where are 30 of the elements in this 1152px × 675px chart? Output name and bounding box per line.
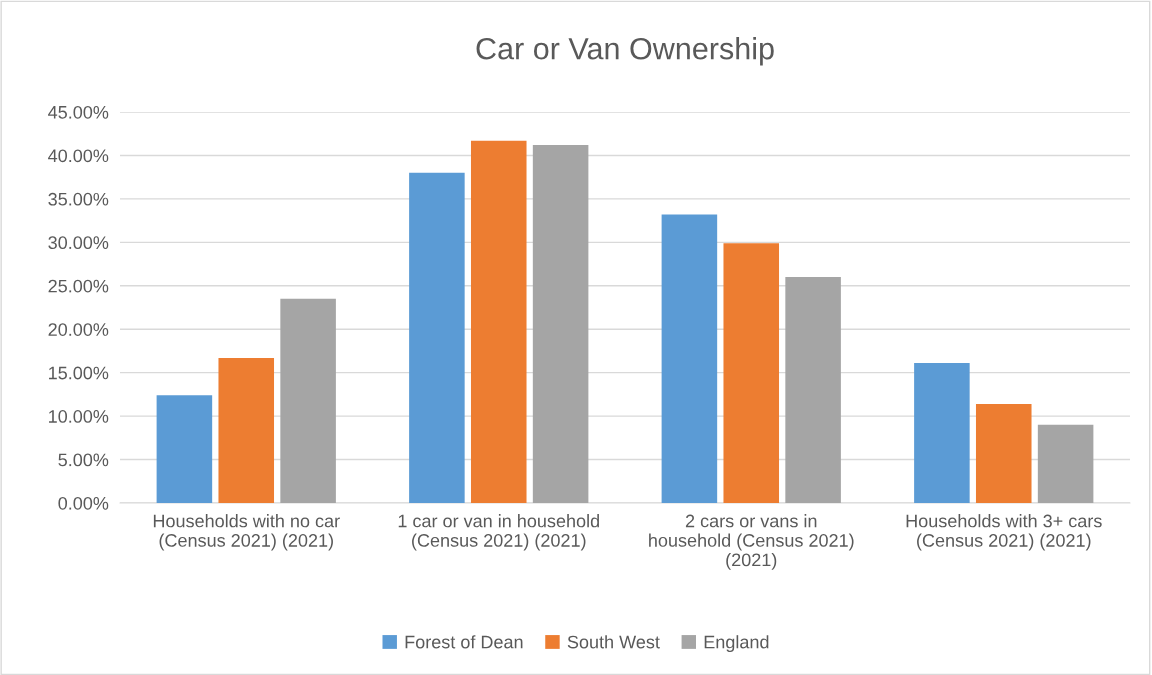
bar	[156, 395, 213, 503]
legend-label: South West	[567, 635, 660, 649]
bar	[280, 298, 336, 503]
y-tick-label: 5.00%	[58, 453, 109, 467]
y-tick-label: 20.00%	[48, 323, 109, 336]
y-tick-label: 10.00%	[49, 410, 109, 423]
legend-label: Forest of Dean	[405, 635, 523, 649]
bar	[218, 357, 275, 503]
bar	[975, 403, 1032, 503]
bar	[470, 140, 527, 503]
bar	[785, 277, 841, 503]
y-tick-label: 15.00%	[49, 366, 109, 380]
bar	[532, 145, 589, 503]
chart-title: Car or Van Ownership	[476, 37, 774, 66]
x-tick-label: 1 car or van in household (Census 2021) (2021)	[398, 514, 599, 551]
y-tick-label: 40.00%	[48, 149, 109, 163]
y-tick-label: 25.00%	[48, 279, 109, 293]
bar	[1037, 424, 1094, 503]
x-tick-label: Households with 3+ cars (Census 2021) (2021)	[906, 514, 1102, 551]
bar	[661, 214, 718, 503]
x-tick-label: 2 cars or vans in household (Census 2021) (2021)	[649, 514, 854, 570]
bar	[723, 243, 780, 503]
y-tick-label: 30.00%	[48, 236, 109, 250]
y-tick-label: 0.00%	[58, 496, 109, 510]
bar	[914, 363, 970, 503]
legend-label: England	[704, 635, 769, 652]
x-tick-label: Households with no car (Census 2021) (2021)	[153, 514, 340, 551]
y-tick-label: 35.00%	[48, 192, 109, 206]
bar	[409, 172, 465, 503]
y-tick-label: 45.00%	[48, 105, 109, 119]
